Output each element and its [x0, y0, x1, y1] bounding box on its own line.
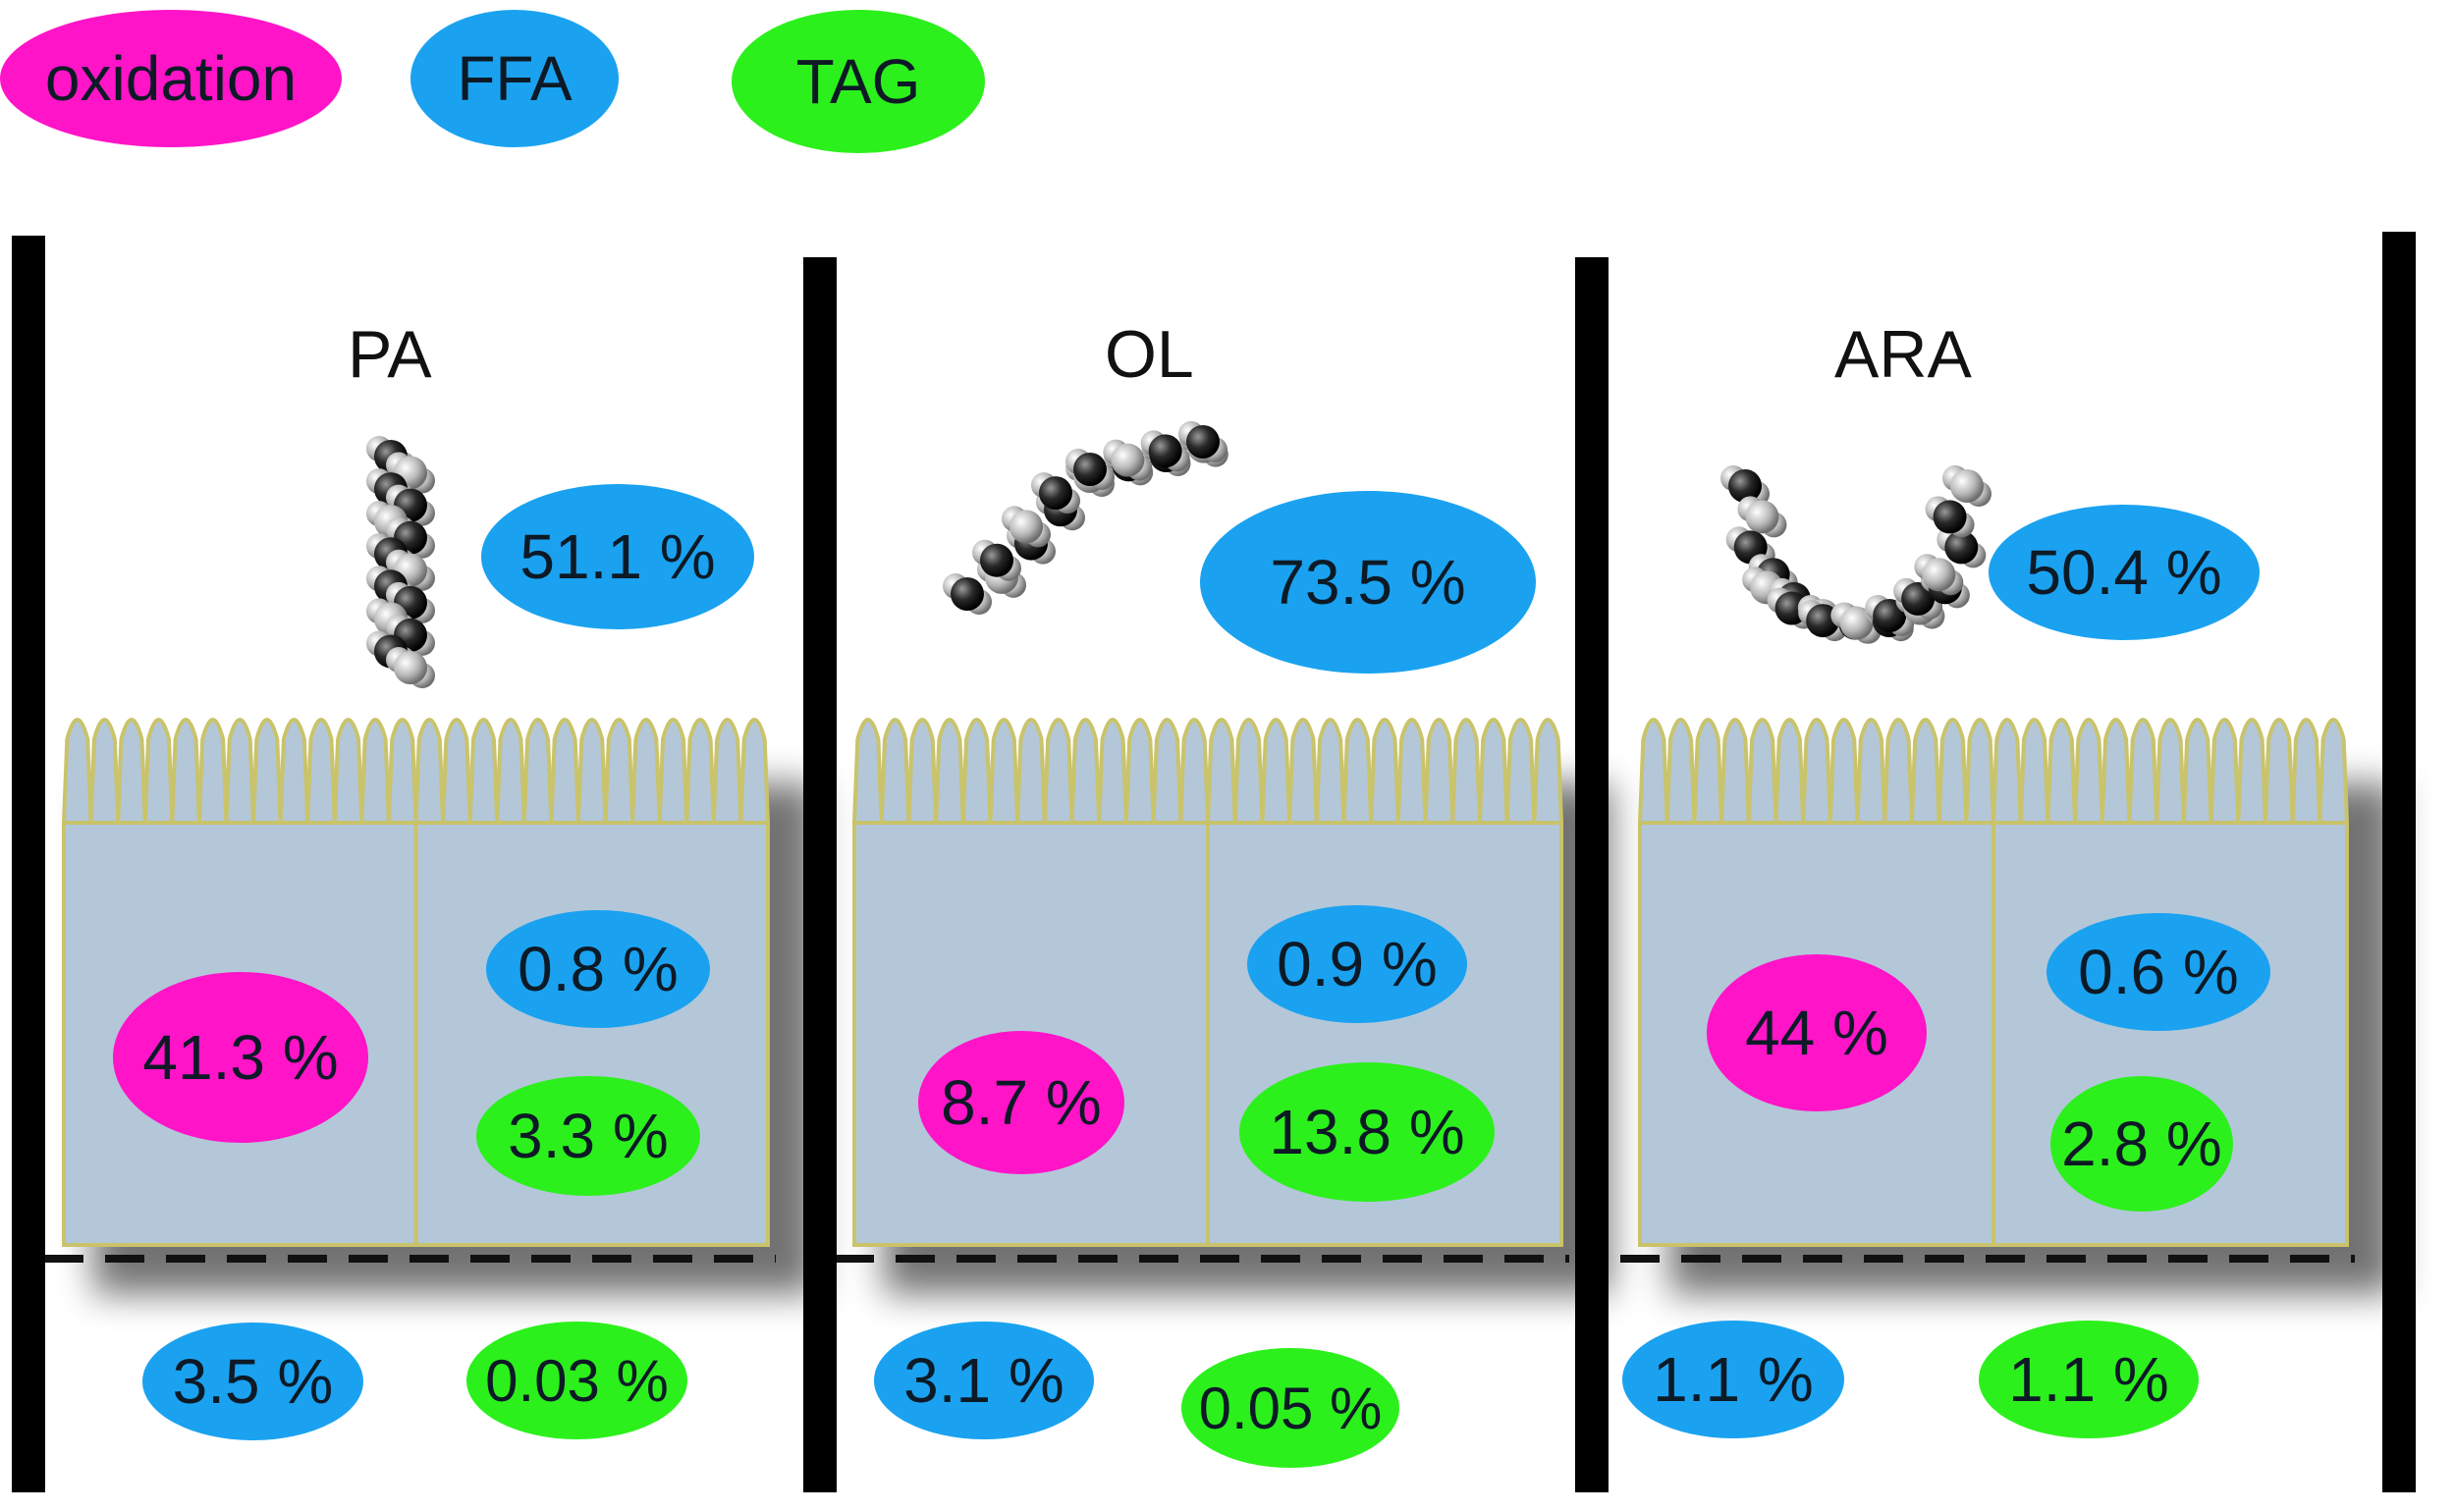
carbon-atom [951, 577, 984, 611]
legend-ffa-label: FFA [457, 43, 573, 114]
chamber-wall-2 [803, 257, 837, 1492]
ara-cell-1 [1638, 821, 1995, 1247]
carbon-atom [1922, 558, 1956, 592]
ol-microvilli-1 [852, 718, 1210, 825]
ara-cell-tag: 2.8 % [2050, 1076, 2233, 1212]
ol-cell-ffa-value: 0.9 % [1277, 929, 1438, 999]
ara-microvilli-1 [1638, 718, 1995, 825]
ol-cell-ffa: 0.9 % [1247, 905, 1467, 1023]
carbon-atom [1111, 443, 1145, 477]
carbon-atom [1148, 434, 1182, 468]
pa-cell-tag: 3.3 % [476, 1076, 700, 1196]
carbon-atom [1944, 530, 1979, 565]
ol-apical-ffa: 73.5 % [1200, 491, 1536, 674]
chamber-wall-3 [1575, 257, 1609, 1492]
ara-cell-ffa: 0.6 % [2046, 913, 2270, 1031]
pa-cell-tag-value: 3.3 % [508, 1101, 669, 1171]
ara-cell-oxidation: 44 % [1707, 954, 1927, 1111]
legend-tag: TAG [732, 10, 985, 153]
pa-cell-ffa: 0.8 % [486, 910, 710, 1028]
ol-apical-ffa-value: 73.5 % [1270, 547, 1466, 618]
ol-basal-ffa-value: 3.1 % [903, 1345, 1064, 1416]
chamber-wall-1 [12, 236, 45, 1492]
ara-microvilli-2 [1991, 718, 2349, 825]
legend-ffa: FFA [410, 10, 619, 147]
ol-basal-tag: 0.05 % [1181, 1348, 1399, 1468]
pa-apical-ffa: 51.1 % [481, 484, 754, 629]
pa-apical-ffa-value: 51.1 % [519, 521, 716, 592]
carbon-atom [394, 651, 427, 684]
pa-cell-ffa-value: 0.8 % [518, 934, 679, 1004]
ol-microvilli-2 [1206, 718, 1563, 825]
palmitic-acid-molecule [366, 436, 435, 688]
legend-oxidation-label: oxidation [44, 43, 298, 114]
legend-oxidation: oxidation [0, 10, 342, 147]
panel-title-ara: ARA [1834, 317, 1972, 392]
carbon-atom [1950, 469, 1984, 503]
ara-basal-ffa: 1.1 % [1622, 1321, 1844, 1438]
pa-basal-tag: 0.03 % [466, 1322, 687, 1439]
ara-basal-tag: 1.1 % [1979, 1321, 2199, 1438]
ol-cell-oxidation: 8.7 % [918, 1031, 1124, 1174]
pa-cell-oxidation-value: 41.3 % [142, 1022, 339, 1093]
pa-basal-ffa: 3.5 % [142, 1323, 363, 1440]
ara-apical-ffa: 50.4 % [1989, 505, 2260, 640]
oleic-acid-molecule [943, 421, 1228, 615]
ol-cell-tag: 13.8 % [1239, 1062, 1495, 1202]
carbon-atom [1901, 581, 1936, 616]
carbon-atom [1009, 510, 1043, 544]
pa-microvilli-2 [413, 718, 770, 825]
ol-basal-ffa: 3.1 % [874, 1322, 1094, 1439]
carbon-atom [1073, 453, 1107, 486]
carbon-atom [1039, 476, 1072, 511]
arachidonic-acid-molecule [1720, 465, 1991, 644]
pa-microvilli-1 [62, 718, 418, 825]
ol-cell-oxidation-value: 8.7 % [941, 1067, 1102, 1138]
ara-basal-tag-value: 1.1 % [2008, 1344, 2169, 1415]
carbon-atom [1745, 500, 1779, 534]
ara-cell-ffa-value: 0.6 % [2078, 937, 2239, 1007]
ol-basal-tag-value: 0.05 % [1198, 1375, 1383, 1441]
carbon-atom [1728, 469, 1762, 503]
pa-basal-tag-value: 0.03 % [485, 1347, 669, 1414]
ara-cell-oxidation-value: 44 % [1745, 998, 1888, 1068]
pa-basal-ffa-value: 3.5 % [172, 1346, 334, 1417]
carbon-atom [1933, 500, 1967, 534]
panel-title-ol: OL [1105, 317, 1194, 392]
pa-cell-oxidation: 41.3 % [113, 972, 368, 1143]
chamber-wall-4 [2382, 232, 2416, 1492]
ara-basal-ffa-value: 1.1 % [1653, 1344, 1814, 1415]
ara-apical-ffa-value: 50.4 % [2026, 537, 2222, 608]
carbon-atom [1186, 425, 1220, 459]
carbon-atom [980, 543, 1013, 577]
legend-tag-label: TAG [795, 46, 921, 117]
panel-title-pa: PA [348, 317, 432, 392]
ara-cell-tag-value: 2.8 % [2061, 1108, 2222, 1179]
ol-cell-tag-value: 13.8 % [1269, 1097, 1465, 1167]
